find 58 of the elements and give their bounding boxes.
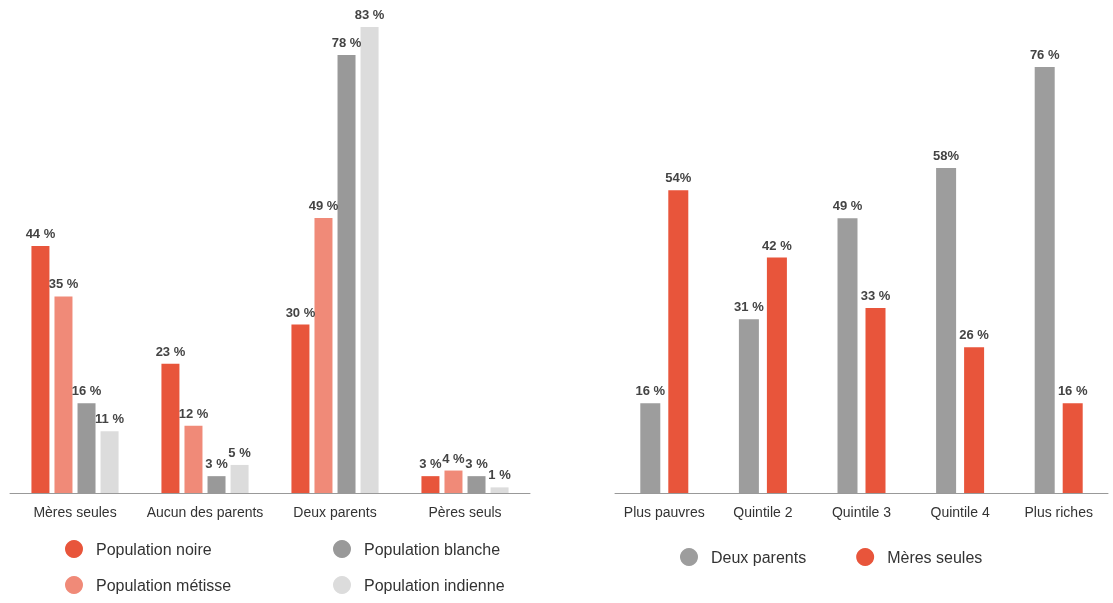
data-label: 54% — [665, 170, 692, 186]
data-label: 78 % — [331, 35, 362, 51]
x-tick-label: Plus pauvres — [623, 504, 705, 520]
data-label: 33 % — [860, 288, 891, 304]
legend-label: Population noire — [96, 540, 212, 558]
bar — [161, 363, 180, 493]
data-label: 16 % — [71, 383, 102, 399]
bar — [314, 217, 333, 493]
legend-label: Deux parents — [711, 548, 807, 566]
bar — [100, 431, 119, 493]
data-label: 49 % — [308, 197, 339, 213]
bar — [54, 296, 73, 493]
x-tick-label: Quintile 3 — [831, 504, 892, 520]
data-label: 5 % — [228, 444, 252, 460]
data-label: 44 % — [25, 225, 56, 241]
x-tick-label: Deux parents — [293, 504, 377, 520]
data-label: 3 % — [465, 456, 489, 472]
data-label: 23 % — [155, 343, 186, 359]
bar — [490, 487, 509, 493]
bar — [230, 464, 249, 493]
data-label: 26 % — [959, 327, 990, 343]
data-label: 4 % — [442, 450, 466, 466]
bar — [291, 324, 310, 493]
data-label: 16 % — [635, 383, 666, 399]
data-label: 31 % — [734, 299, 765, 315]
x-tick-label: Pères seuls — [428, 504, 502, 520]
data-label: 3 % — [419, 456, 443, 472]
data-label: 58% — [933, 147, 960, 163]
legend-label: Population métisse — [96, 576, 232, 594]
bar — [444, 470, 463, 493]
data-label: 3 % — [205, 456, 229, 472]
bar — [668, 190, 689, 493]
bar — [865, 308, 886, 493]
bar — [31, 245, 50, 493]
legend-label: Mères seules — [887, 548, 983, 566]
bar — [964, 347, 985, 493]
x-tick-label: Quintile 4 — [930, 504, 990, 520]
data-label: 83 % — [354, 7, 385, 22]
data-label: 1 % — [488, 467, 512, 483]
bar — [421, 476, 440, 493]
x-tick-label: Mères seules — [33, 504, 117, 520]
x-tick-label: Aucun des parents — [146, 504, 264, 520]
bar — [360, 27, 379, 493]
data-label: 16 % — [1057, 383, 1088, 399]
data-label: 12 % — [178, 405, 209, 421]
legend-label: Population indienne — [364, 576, 505, 594]
bar — [766, 257, 787, 493]
legend-label: Population blanche — [364, 540, 501, 558]
bar — [184, 425, 203, 493]
x-tick-label: Quintile 2 — [733, 504, 793, 520]
data-label: 30 % — [285, 304, 316, 320]
x-tick-label: Plus riches — [1024, 504, 1093, 520]
bar — [1062, 403, 1083, 493]
data-label: 35 % — [48, 276, 79, 292]
data-label: 42 % — [762, 237, 793, 253]
data-label: 11 % — [95, 411, 125, 427]
data-label: 49 % — [832, 198, 863, 214]
data-label: 76 % — [1029, 47, 1060, 62]
